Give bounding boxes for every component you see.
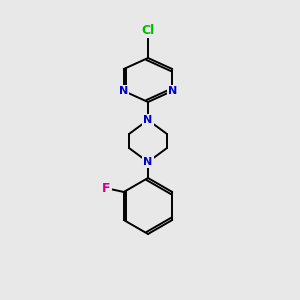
Text: N: N bbox=[119, 86, 128, 96]
Text: F: F bbox=[101, 182, 110, 194]
Text: Cl: Cl bbox=[141, 23, 154, 37]
Text: N: N bbox=[168, 86, 177, 96]
Text: N: N bbox=[143, 115, 153, 125]
Text: N: N bbox=[143, 157, 153, 167]
